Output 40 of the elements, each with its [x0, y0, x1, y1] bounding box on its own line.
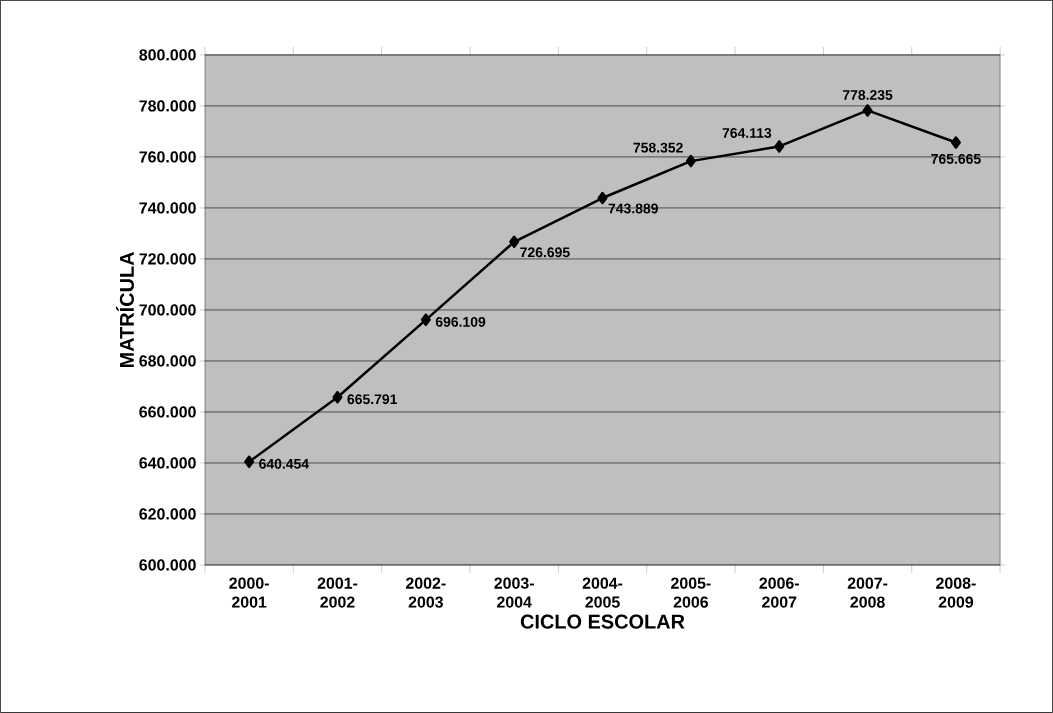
y-tick-label: 640.000 — [139, 457, 196, 469]
y-tick-label: 660.000 — [139, 406, 196, 418]
x-tick-label: 2000-2001 — [229, 577, 269, 608]
point — [774, 140, 785, 153]
x-tick-label: 2005-2006 — [671, 577, 711, 608]
data-label: 696.109 — [435, 316, 486, 327]
x-axis-title: CICLO ESCOLAR — [520, 614, 685, 629]
x-tick-label: 2004-2005 — [582, 577, 623, 608]
point — [244, 455, 255, 469]
y-axis-title: MATRÍCULA — [116, 252, 134, 368]
point — [509, 235, 520, 249]
y-tick-label: 620.000 — [139, 508, 196, 520]
data-label: 765.665 — [931, 153, 981, 164]
data-label: 764.113 — [722, 128, 772, 138]
point — [862, 104, 873, 117]
point — [332, 390, 343, 404]
data-label: 743.889 — [608, 203, 658, 214]
y-tick-label: 720.000 — [139, 253, 196, 265]
x-tick-label: 2006-2007 — [759, 577, 799, 608]
x-tick-label: 2007-2008 — [847, 577, 888, 608]
point — [597, 191, 608, 205]
point — [420, 313, 431, 327]
point — [685, 154, 696, 168]
data-label: 665.791 — [347, 394, 398, 405]
y-tick-label: 780.000 — [139, 100, 196, 112]
x-tick-label: 2002-2003 — [405, 577, 446, 608]
data-label: 758.352 — [633, 142, 683, 153]
y-tick-label: 800.000 — [139, 49, 196, 61]
y-tick-label: 700.000 — [139, 304, 196, 316]
data-label: 726.695 — [520, 247, 570, 258]
y-tick-label: 600.000 — [139, 559, 196, 571]
data-label: 778.235 — [842, 90, 893, 100]
x-tick-label: 2008-2009 — [936, 577, 976, 608]
data-label: 640.454 — [259, 458, 309, 469]
x-tick-label: 2003-2004 — [494, 577, 534, 608]
y-tick-label: 740.000 — [139, 202, 196, 214]
x-tick-label: 2001-2002 — [317, 577, 358, 608]
y-tick-label: 680.000 — [139, 355, 196, 367]
y-tick-label: 760.000 — [139, 151, 196, 163]
point — [950, 136, 961, 149]
